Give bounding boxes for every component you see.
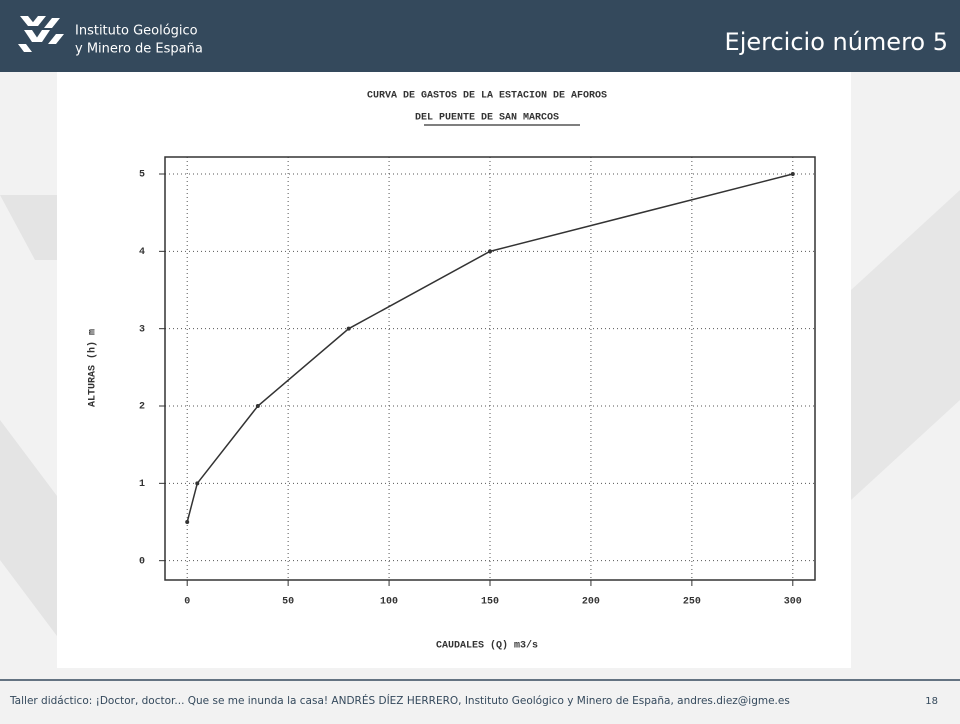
y-tick-label: 1 [139, 479, 145, 490]
point [790, 172, 795, 177]
decor [0, 195, 60, 260]
slide-title: Ejercicio número 5 [725, 28, 948, 56]
y-axis-label: ALTURAS (h) m [87, 329, 99, 407]
logo-text: y Minero de España [75, 42, 203, 57]
point [488, 249, 492, 254]
point [255, 404, 260, 409]
logo-mark [18, 16, 64, 52]
x-tick-label: 50 [282, 597, 294, 608]
point [185, 520, 190, 525]
page-number: 18 [925, 696, 938, 707]
point [346, 326, 351, 331]
x-tick-label: 300 [784, 597, 802, 608]
footer-text: Taller didáctico: ¡Doctor, doctor... Que… [9, 694, 790, 707]
plot-frame [164, 156, 816, 581]
y-tick-label: 4 [139, 247, 145, 258]
x-tick-label: 100 [380, 597, 398, 608]
decor [851, 190, 960, 500]
y-tick-label: 0 [139, 556, 145, 567]
line [186, 173, 793, 523]
x-tick-label: 200 [582, 597, 600, 608]
x-tick-label: 150 [481, 597, 499, 608]
x-axis-label: CAUDALES (Q) m3/s [436, 640, 538, 652]
x-tick-label: 250 [683, 597, 701, 608]
chart-panel [57, 72, 851, 668]
x-tick-label: 0 [184, 597, 190, 608]
y-tick-label: 2 [139, 402, 145, 413]
decor [0, 420, 60, 640]
y-tick-label: 3 [139, 324, 145, 335]
logo-text: Instituto Geológico [75, 24, 198, 39]
y-tick-label: 5 [139, 170, 145, 181]
header-bar [0, 0, 960, 72]
chart-subtitle: DEL PUENTE DE SAN MARCOS [415, 113, 559, 124]
chart-title: CURVA DE GASTOS DE LA ESTACION DE AFOROS [367, 91, 607, 102]
point [195, 481, 200, 486]
